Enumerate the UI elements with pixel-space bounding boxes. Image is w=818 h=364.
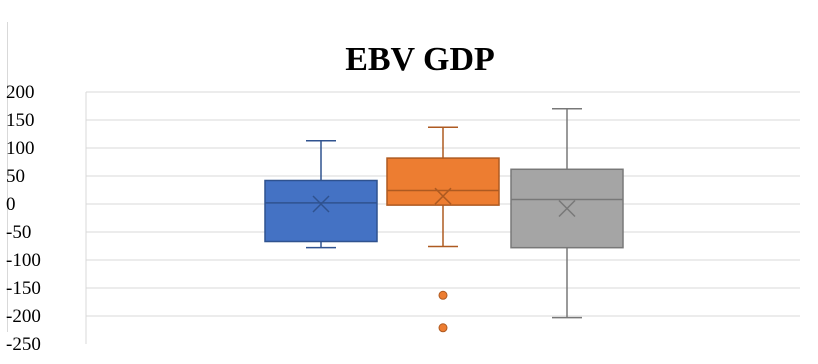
mean-marker: [558, 199, 576, 218]
box-series: [264, 108, 624, 333]
y-tick-label: 0: [6, 194, 16, 215]
y-tick-label: 150: [6, 110, 35, 131]
box-group: [510, 108, 624, 319]
mean-marker: [312, 195, 330, 213]
y-tick-label: 100: [6, 138, 35, 159]
y-tick-label: -100: [6, 250, 41, 271]
outlier-point: [438, 290, 448, 300]
chart-border-line: [7, 22, 8, 332]
y-tick-label: 200: [6, 82, 35, 103]
mean-marker: [434, 187, 452, 205]
gridlines: [85, 91, 800, 344]
y-tick-label: -200: [6, 306, 41, 327]
y-tick-label: 50: [6, 166, 25, 187]
box: [264, 179, 378, 243]
box: [386, 157, 500, 206]
y-tick-label: -50: [6, 222, 31, 243]
y-tick-label: -150: [6, 278, 41, 299]
y-axis-ticks: 200 150 100 50 0 -50 -100 -150 -200 -250: [6, 82, 41, 355]
outlier-point: [438, 323, 448, 333]
y-tick-label: -250: [6, 334, 41, 355]
box-group: [264, 139, 378, 249]
chart-title: EBV GDP: [345, 41, 495, 78]
box-group: [386, 126, 500, 333]
